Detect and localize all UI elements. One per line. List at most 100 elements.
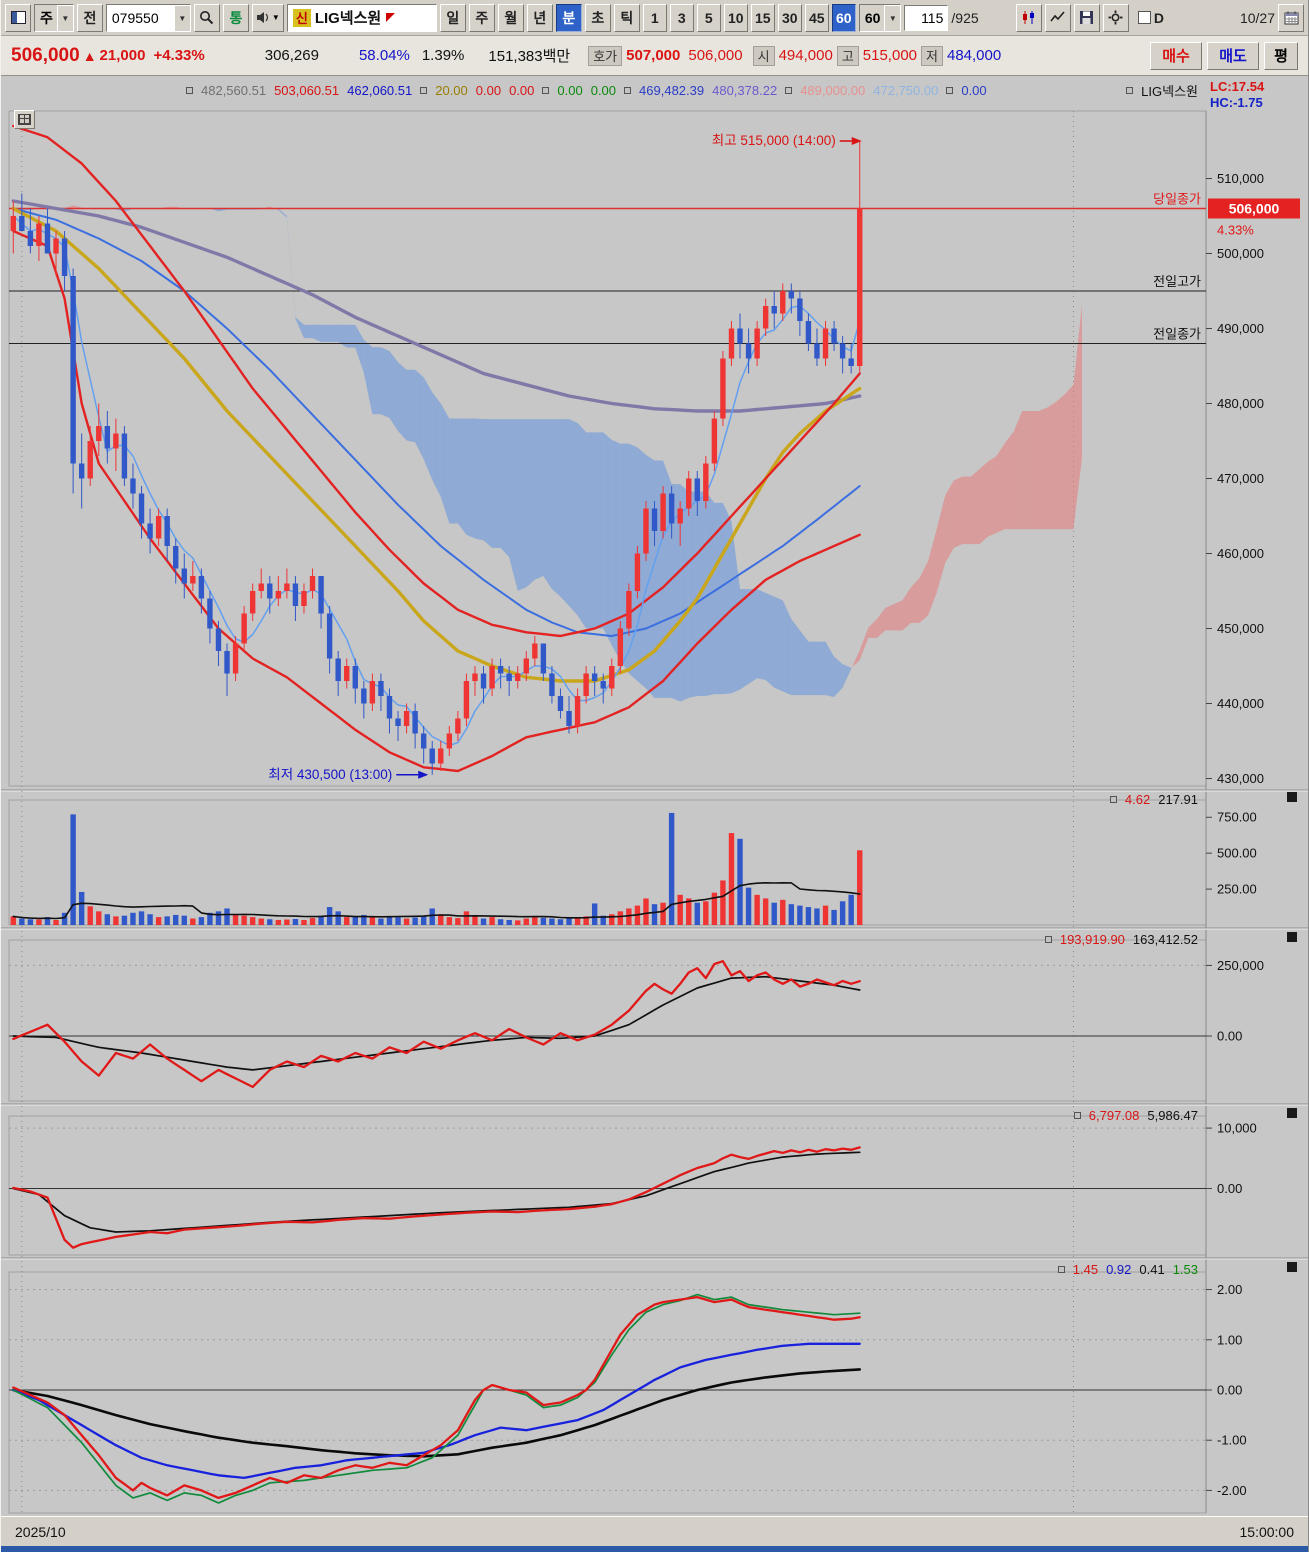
buy-button[interactable]: 매수 <box>1150 41 1202 70</box>
chart-canvas[interactable]: 510,000 500,000 490,000 480,000 470,000 460,0… <box>1 76 1309 1516</box>
interval-combo-value: 60 <box>864 9 881 26</box>
interval-30-button[interactable]: 30 <box>777 3 802 32</box>
speaker-icon <box>256 12 268 23</box>
interval-60-button[interactable]: 60 <box>831 3 856 32</box>
stock-code-value: 079550 <box>111 9 159 26</box>
interval-3-button[interactable]: 3 <box>669 3 694 32</box>
legend-value: 0.00 <box>475 82 502 98</box>
trade-volume: 306,269 <box>264 47 319 64</box>
interval-1-button[interactable]: 1 <box>642 3 667 32</box>
svg-text:430,000: 430,000 <box>1217 771 1264 786</box>
panel4-lines <box>9 1289 1206 1504</box>
search-icon <box>200 11 214 25</box>
svg-text:10,000: 10,000 <box>1217 1121 1257 1136</box>
jeon-button[interactable]: 전 <box>76 3 103 32</box>
window-layout-icon <box>10 11 26 24</box>
d-checkbox[interactable] <box>1137 11 1151 24</box>
stock-name-box[interactable]: 신 LIG넥스원 <box>286 3 437 32</box>
bid-price: 506,000 <box>688 47 743 64</box>
calendar-button[interactable] <box>1278 3 1304 32</box>
legend-swatch <box>624 86 632 94</box>
panel2-legend: 193,919.90 163,412.52 <box>1044 931 1198 947</box>
svg-text:전일종가: 전일종가 <box>1153 327 1201 342</box>
chevron-down-icon[interactable]: ▼ <box>56 4 73 31</box>
save-button[interactable] <box>1073 3 1100 32</box>
chevron-down-icon[interactable]: ▼ <box>173 4 190 31</box>
calendar-icon <box>1284 11 1298 24</box>
stock-code-combo[interactable]: 079550 ▼ <box>105 3 191 32</box>
legend-value: 1.45 <box>1072 1261 1099 1277</box>
search-button[interactable] <box>193 3 220 32</box>
chevron-down-icon[interactable]: ▼ <box>884 4 901 31</box>
svg-text:2.00: 2.00 <box>1217 1282 1242 1297</box>
interval-45-button[interactable]: 45 <box>804 3 829 32</box>
period-month-button[interactable]: 월 <box>497 3 524 32</box>
mode-tick-button[interactable]: 틱 <box>613 3 640 32</box>
panel2-expand-icon[interactable] <box>1287 932 1297 942</box>
candle-chart-icon <box>1023 11 1035 24</box>
tong-button[interactable]: 통 <box>222 3 249 32</box>
mode-second-button[interactable]: 초 <box>584 3 611 32</box>
mode-minute-button[interactable]: 분 <box>555 3 582 32</box>
sell-button[interactable]: 매도 <box>1207 41 1259 70</box>
lc-hc-indicator: LC:17.54 HC:-1.75 <box>1210 79 1264 111</box>
legend-value: 503,060.51 <box>274 82 340 98</box>
legend-value: 480,378.22 <box>712 82 778 98</box>
period-year-button[interactable]: 년 <box>526 3 553 32</box>
period-day-button[interactable]: 일 <box>439 3 466 32</box>
volume-panel-legend: 4.62 217.91 <box>1109 791 1198 807</box>
legend-value: 217.91 <box>1158 791 1198 807</box>
sound-button[interactable]: ▼ <box>251 3 284 32</box>
svg-text:440,000: 440,000 <box>1217 696 1264 711</box>
quote-bar: 506,000 ▲ 21,000 +4.33% 306,269 58.04% 1… <box>1 36 1308 76</box>
settings-button[interactable] <box>1102 3 1129 32</box>
gear-icon <box>1108 10 1123 25</box>
period-type-value: 주 <box>40 9 53 26</box>
period-week-button[interactable]: 주 <box>468 3 495 32</box>
svg-text:510,000: 510,000 <box>1217 171 1264 186</box>
volume-panel-expand-icon[interactable] <box>1287 792 1297 802</box>
trade-amount: 151,383백만 <box>488 48 571 65</box>
svg-text:250.00: 250.00 <box>1217 882 1257 897</box>
candle-style-button[interactable] <box>1015 3 1042 32</box>
open-label: 시 <box>752 45 775 66</box>
legend-swatch <box>1109 795 1117 803</box>
legend-swatch <box>1057 1265 1065 1273</box>
ask-price: 507,000 <box>626 47 681 64</box>
interval-5-button[interactable]: 5 <box>696 3 721 32</box>
volume-ratio: 58.04% <box>358 47 410 64</box>
annotations: 최고 515,000 (14:00) 최저 430,500 (13:00) <box>268 133 862 782</box>
svg-text:1.00: 1.00 <box>1217 1332 1242 1347</box>
d-checkbox-label: D <box>1153 9 1164 26</box>
svg-text:-1.00: -1.00 <box>1217 1433 1247 1448</box>
chart-grid-button[interactable] <box>14 110 35 129</box>
svg-text:최고 515,000 (14:00): 최고 515,000 (14:00) <box>712 133 836 148</box>
status-date-label: 2025/10 <box>15 1523 66 1540</box>
count-input[interactable]: 115 <box>904 4 949 31</box>
legend-swatch <box>1073 1111 1081 1119</box>
turnover-ratio: 1.39% <box>421 47 465 64</box>
hc-value: HC:-1.75 <box>1210 95 1263 110</box>
main-panel-legend: 482,560.51 503,060.51 462,060.51 20.00 0.00 0… <box>186 82 1198 99</box>
interval-15-button[interactable]: 15 <box>750 3 775 32</box>
panel4-expand-icon[interactable] <box>1287 1262 1297 1272</box>
period-type-combo[interactable]: 주 ▼ <box>34 3 74 32</box>
svg-text:250,000: 250,000 <box>1217 958 1264 973</box>
panel3-expand-icon[interactable] <box>1287 1108 1297 1118</box>
legend-value: 20.00 <box>435 82 468 98</box>
svg-text:500,000: 500,000 <box>1217 246 1264 261</box>
line-style-button[interactable] <box>1044 3 1071 32</box>
date-label: 10/27 <box>1239 9 1275 26</box>
status-time-label: 15:00:00 <box>1239 1523 1295 1540</box>
legend-value: LIG넥스원 <box>1141 83 1198 99</box>
interval-combo[interactable]: 60 ▼ <box>858 3 902 32</box>
legend-swatch <box>186 86 193 94</box>
save-icon <box>1080 11 1094 24</box>
high-price: 515,000 <box>862 47 918 64</box>
low-label: 저 <box>921 45 943 66</box>
layout-button[interactable] <box>5 3 31 32</box>
interval-10-button[interactable]: 10 <box>723 3 748 32</box>
high-label: 고 <box>836 45 859 66</box>
avg-button[interactable]: 평 <box>1264 41 1298 70</box>
